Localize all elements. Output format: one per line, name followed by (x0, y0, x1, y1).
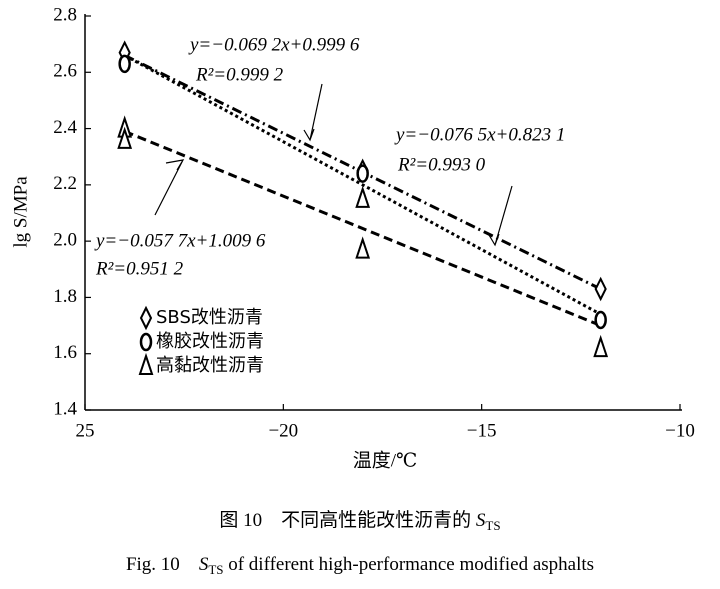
x-axis-label: 温度/℃ (353, 449, 418, 471)
marker-triangle (593, 334, 609, 358)
marker-ellipse (594, 310, 607, 330)
y-tick-label: 2.6 (53, 61, 77, 82)
y-tick-label: 2.4 (53, 117, 77, 138)
marker-triangle (355, 236, 371, 259)
arrow (154, 159, 185, 216)
marker-ellipse (356, 164, 369, 183)
legend-label: 橡胶改性沥青 (156, 331, 264, 352)
caption-symbol: S (476, 510, 486, 531)
arrow (303, 83, 323, 142)
y-tick-label: 2.0 (53, 230, 77, 251)
y-tick-label: 1.4 (53, 398, 77, 419)
y-tick-label: 1.8 (53, 286, 77, 307)
caption-text: of different high-performance modified a… (223, 554, 594, 575)
equation: y=−0.057 7x+1.009 6 (94, 230, 266, 251)
marker-triangle (138, 352, 154, 375)
marker-triangle (355, 185, 371, 208)
marker-triangle (117, 126, 133, 149)
equation: y=−0.076 5x+0.823 1 (394, 124, 565, 145)
x-tick-label: −15 (467, 420, 497, 441)
legend-label: SBS改性沥青 (156, 307, 263, 328)
marker-ellipse (139, 332, 153, 352)
marker-diamond (139, 305, 153, 331)
r-squared: R²=0.951 2 (95, 258, 184, 279)
caption-en: Fig. 10 STS of different high-performanc… (126, 554, 594, 577)
marker-ellipse (118, 54, 131, 74)
x-tick-label: −10 (665, 420, 695, 441)
y-tick-label: 1.6 (53, 342, 77, 363)
caption-cn: 图 10 不同高性能改性沥青的 STS (219, 509, 500, 533)
y-axis-label: lg S/MPa (10, 176, 31, 248)
fit-line (123, 54, 602, 316)
caption-symbol: S (199, 554, 209, 575)
r-squared: R²=0.999 2 (195, 64, 284, 85)
x-tick-label: 25 (76, 420, 95, 441)
fit-line (124, 129, 602, 327)
arrows (154, 83, 513, 247)
x-tick-label: −20 (268, 420, 298, 441)
y-tick-label: 2.2 (53, 173, 77, 194)
caption-text: Fig. 10 (126, 554, 199, 575)
caption-text: 图 10 不同高性能改性沥青的 (219, 509, 476, 531)
equation: y=−0.069 2x+0.999 6 (188, 34, 360, 55)
legend-label: 高黏改性沥青 (156, 355, 264, 376)
caption-subscript: TS (485, 518, 500, 533)
marker-diamond (594, 276, 607, 302)
y-tick-label: 2.8 (53, 4, 77, 25)
caption-subscript: TS (208, 562, 223, 577)
r-squared: R²=0.993 0 (397, 154, 486, 175)
